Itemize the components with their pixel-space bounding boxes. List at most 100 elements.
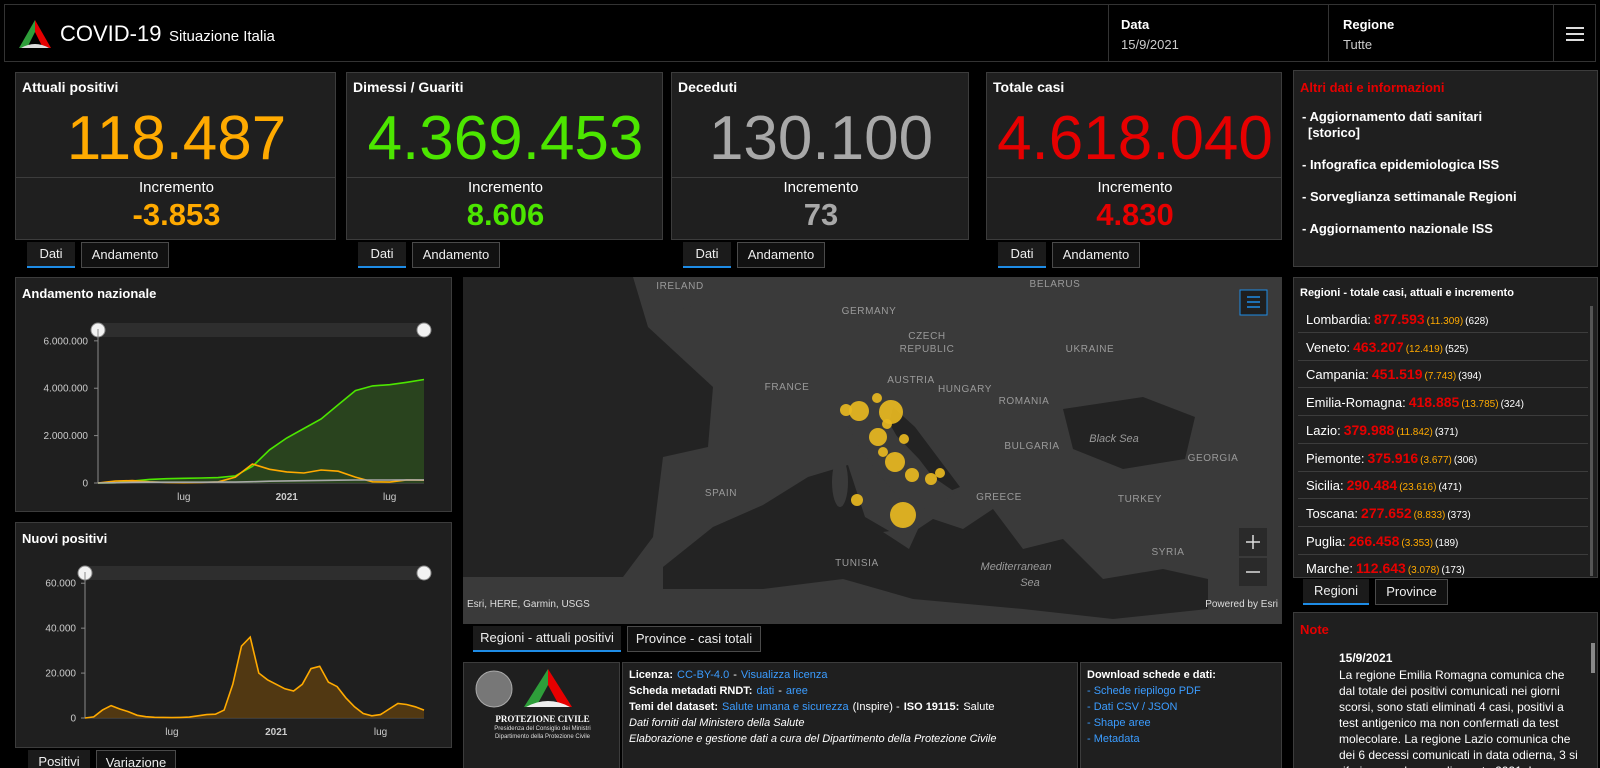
- download-link[interactable]: - Metadata: [1087, 733, 1140, 745]
- map-label: GREECE: [976, 492, 1022, 503]
- download-link[interactable]: - Schede riepilogo PDF: [1087, 685, 1201, 697]
- link-item[interactable]: - Aggiornamento dati sanitari: [1302, 109, 1483, 124]
- divider: [1553, 5, 1554, 61]
- y-tick-label: 60.000: [45, 579, 76, 590]
- region-row[interactable]: Sicilia: 290.484 (23.616) (471): [1298, 472, 1588, 500]
- slider-handle[interactable]: [416, 322, 432, 338]
- tab[interactable]: Andamento: [81, 242, 169, 268]
- menu-button[interactable]: [1566, 26, 1586, 42]
- tab[interactable]: Andamento: [412, 242, 500, 268]
- line: [84, 635, 425, 719]
- region-increment: (371): [1434, 426, 1459, 438]
- region-name: Sicilia:: [1306, 478, 1344, 494]
- y-tick-label: 6.000.000: [44, 336, 89, 347]
- map-label: BULGARIA: [1004, 441, 1059, 452]
- map-powered: Powered by Esri: [1205, 599, 1278, 610]
- info-segment[interactable]: aree: [785, 685, 808, 697]
- map-label: AUSTRIA: [887, 375, 935, 386]
- tab[interactable]: Dati: [998, 242, 1046, 268]
- kpi-title: Attuali positivi: [22, 79, 119, 95]
- kpi-card: Dimessi / Guariti 4.369.453 Incremento 8.60…: [346, 72, 663, 240]
- tab[interactable]: Andamento: [737, 242, 825, 268]
- map-label: TUNISIA: [835, 558, 879, 569]
- region-increment: (471): [1438, 482, 1462, 494]
- info-segment: ISO 19115:: [903, 701, 960, 713]
- chart-title: Nuovi positivi: [22, 531, 108, 546]
- link-item-sub[interactable]: [storico]: [1308, 125, 1360, 140]
- tab[interactable]: Variazione: [96, 750, 176, 768]
- link-item[interactable]: - Sorveglianza settimanale Regioni: [1302, 189, 1517, 204]
- y-tick-label: 40.000: [45, 624, 76, 635]
- tab[interactable]: Andamento: [1052, 242, 1140, 268]
- tab[interactable]: Province - casi totali: [627, 626, 761, 652]
- region-value[interactable]: Tutte: [1343, 37, 1373, 52]
- tab[interactable]: Regioni - attuali positivi: [473, 626, 621, 652]
- info-segment[interactable]: Visualizza licenza: [740, 669, 828, 681]
- kpi-increment-label: Incremento: [783, 179, 859, 196]
- divider: [1108, 5, 1109, 61]
- slider-handle[interactable]: [416, 565, 432, 581]
- region-row[interactable]: Piemonte: 375.916 (3.677) (306): [1298, 445, 1588, 472]
- info-segment[interactable]: dati: [756, 685, 775, 697]
- kpi-value: 130.100: [708, 104, 934, 173]
- map-label: CZECH: [908, 331, 945, 342]
- app-subtitle: Situazione Italia: [169, 28, 275, 45]
- kpi-card: Attuali positivi 118.487 Incremento -3.853: [15, 72, 336, 240]
- download-link[interactable]: - Dati CSV / JSON: [1087, 701, 1178, 713]
- region-row[interactable]: Marche: 112.643 (3.078) (173): [1298, 555, 1588, 577]
- logo-red: [548, 669, 572, 707]
- tab[interactable]: Dati: [683, 242, 731, 268]
- download-link[interactable]: - Shape aree: [1087, 717, 1151, 729]
- map-label: Mediterranean: [981, 561, 1052, 573]
- map-label: REPUBLIC: [900, 344, 955, 355]
- x-tick-label: lug: [374, 727, 387, 738]
- kpi-value: 4.369.453: [367, 104, 644, 173]
- region-row[interactable]: Emilia-Romagna: 418.885 (13.785) (324): [1298, 389, 1588, 417]
- region-row[interactable]: Puglia: 266.458 (3.353) (189): [1298, 528, 1588, 555]
- info-line: Dati forniti dal Ministero della Salute: [629, 717, 808, 729]
- region-row[interactable]: Lazio: 379.988 (11.842) (371): [1298, 417, 1588, 444]
- link-item[interactable]: - Infografica epidemiologica ISS: [1302, 157, 1500, 172]
- tab[interactable]: Positivi: [28, 750, 90, 768]
- region-increment: (306): [1453, 454, 1478, 466]
- tab[interactable]: Province: [1375, 579, 1448, 605]
- region-current: (12.419): [1405, 343, 1443, 355]
- info-segment: Elaborazione e gestione dati a cura del …: [629, 733, 997, 745]
- kpi-increment: 73: [803, 197, 839, 232]
- region-name: Lombardia:: [1306, 312, 1372, 327]
- region-row[interactable]: Campania: 451.519 (7.743) (394): [1298, 361, 1588, 389]
- kpi-increment-label: Incremento: [138, 179, 215, 196]
- info-segment: -: [778, 685, 782, 697]
- download-panel: Download schede e dati: - Schede riepilog…: [1080, 662, 1282, 768]
- kpi-value: 4.618.040: [997, 104, 1273, 173]
- logo-panel: PROTEZIONE CIVILE Presidenza del Consigli…: [463, 662, 620, 768]
- link-item[interactable]: - Aggiornamento nazionale ISS: [1302, 221, 1493, 236]
- tab[interactable]: Dati: [358, 242, 406, 268]
- kpi-title: Deceduti: [678, 79, 738, 95]
- divider: [16, 177, 335, 178]
- x-tick-label: lug: [165, 727, 178, 738]
- info-segment[interactable]: Salute umana e sicurezza: [722, 701, 849, 713]
- region-name: Emilia-Romagna:: [1306, 395, 1406, 411]
- region-increment: (189): [1435, 537, 1459, 549]
- links-title: Altri dati e informazioni: [1300, 80, 1445, 95]
- map[interactable]: Esri, HERE, Garmin, USGS Powered by Esri…: [463, 277, 1282, 624]
- note-title: Note: [1300, 622, 1329, 637]
- map-label: BELARUS: [1030, 279, 1081, 290]
- tab[interactable]: Dati: [27, 242, 75, 268]
- region-label[interactable]: Regione: [1343, 17, 1395, 32]
- tab[interactable]: Regioni: [1303, 579, 1369, 605]
- region-row[interactable]: Toscana: 277.652 (8.833) (373): [1298, 500, 1588, 527]
- region-row[interactable]: Lombardia: 877.593 (11.309) (628): [1298, 306, 1588, 333]
- region-current: (11.842): [1396, 426, 1433, 438]
- kpi-title: Dimessi / Guariti: [353, 79, 464, 95]
- emblem: [475, 670, 513, 708]
- region-total: 418.885: [1408, 394, 1460, 411]
- line: [97, 378, 425, 484]
- info-segment[interactable]: CC-BY-4.0: [677, 669, 730, 681]
- info-segment: -: [733, 669, 737, 681]
- area: [98, 379, 424, 483]
- region-row[interactable]: Veneto: 463.207 (12.419) (525): [1298, 334, 1588, 361]
- download-title: Download schede e dati:: [1087, 669, 1216, 681]
- region-increment: (628): [1465, 316, 1489, 327]
